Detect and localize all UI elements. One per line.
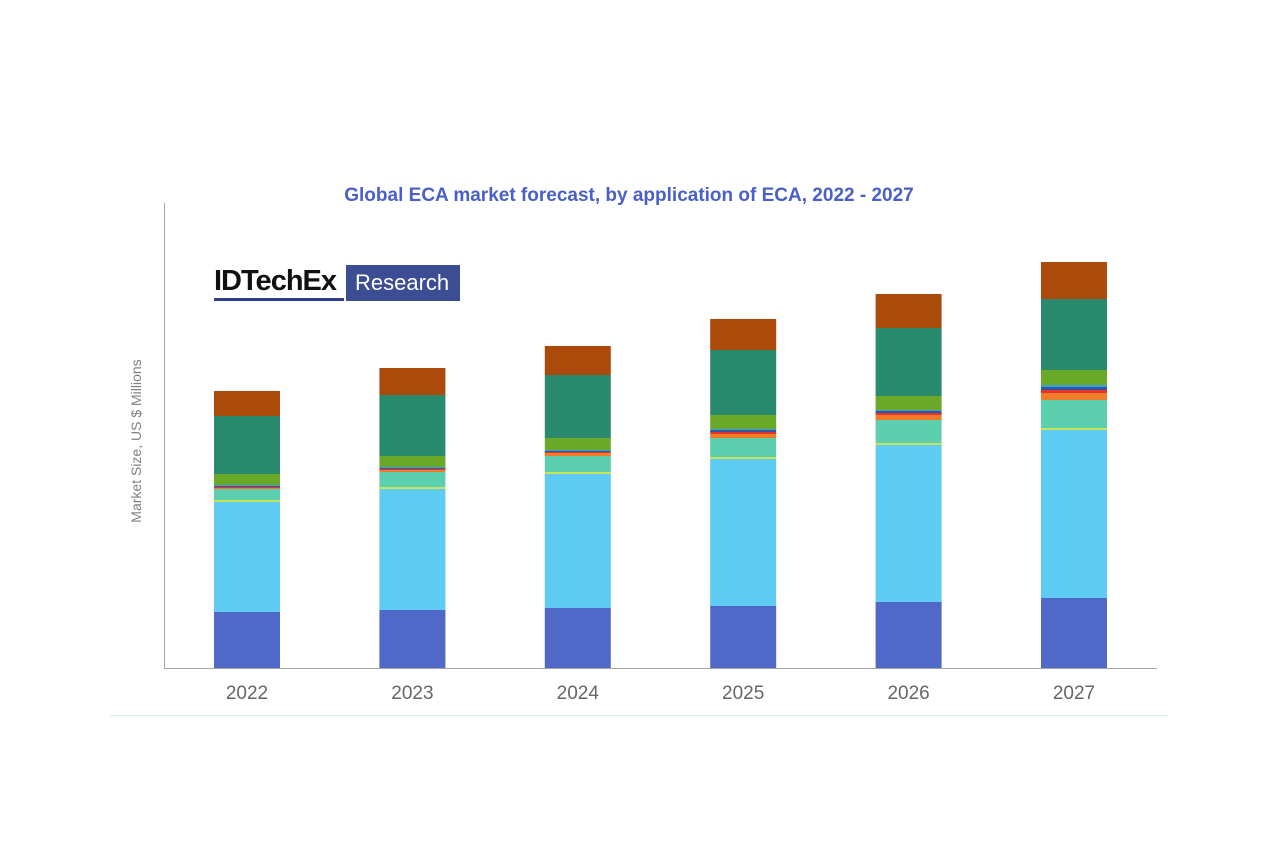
bar-segment-2027-s3: [1041, 428, 1107, 430]
bar-segment-2022-s5: [214, 488, 280, 489]
bar-segment-2024-s3: [544, 472, 611, 474]
bar-segment-2023-s9: [379, 456, 446, 467]
bar-segment-2026-s11: [875, 294, 942, 328]
bar-segment-2027-s11: [1041, 262, 1107, 299]
bar-segment-2022-s11: [214, 391, 280, 416]
bar-segment-2023-s11: [379, 368, 446, 395]
bar-segment-2023-s7: [379, 468, 446, 469]
bar-segment-2022-s7: [214, 486, 280, 487]
x-tick-label-2023: 2023: [391, 683, 433, 704]
bar-segment-2023-s5: [379, 470, 446, 472]
bar-segment-2026-s8: [875, 410, 942, 411]
bar-segment-2026-s10: [875, 328, 942, 396]
bar-segment-2025-s10: [710, 350, 777, 415]
bar-segment-2026-s5: [875, 415, 942, 420]
bar-segment-2027-s2: [1041, 430, 1107, 598]
bar-segment-2027-s7: [1041, 387, 1107, 390]
bar-segment-2024-s5: [544, 453, 611, 456]
bar-segment-2027-s5: [1041, 393, 1107, 400]
bar-segment-2022-s4: [214, 489, 280, 500]
bar-segment-2024-s9: [544, 438, 611, 450]
bar-segment-2026-s9: [875, 396, 942, 410]
bar-segment-2026-s4: [875, 420, 942, 443]
bar-segment-2027-s4: [1041, 400, 1107, 428]
bar-segment-2024-s7: [544, 451, 611, 452]
bar-segment-2025-s2: [710, 459, 777, 606]
bar-segment-2025-s1: [710, 606, 777, 668]
bar-segment-2023-s10: [379, 395, 446, 456]
bar-segment-2027-s10: [1041, 299, 1107, 370]
x-tick-label-2022: 2022: [226, 683, 268, 704]
bar-segment-2025-s3: [710, 457, 777, 459]
bar-segment-2022-s1: [214, 612, 280, 668]
bar-segment-2025-s8: [710, 429, 777, 430]
bar-segment-2026-s6: [875, 413, 942, 415]
x-tick-label-2024: 2024: [557, 683, 600, 704]
bar-segment-2022-s9: [214, 474, 280, 485]
bar-segment-2022-s8: [214, 485, 280, 486]
x-tick-label-2026: 2026: [887, 683, 929, 704]
bar-segment-2025-s7: [710, 430, 777, 432]
bar-segment-2026-s1: [875, 602, 942, 668]
logo-brand: IDTechEx: [214, 265, 345, 301]
idtechex-logo: IDTechEx Research: [214, 265, 461, 301]
bar-segment-2023-s2: [379, 489, 446, 610]
bar-segment-2024-s1: [544, 608, 611, 668]
bar-segment-2027-s6: [1041, 390, 1107, 393]
bar-segment-2022-s10: [214, 416, 280, 474]
bars-layer: [214, 262, 1107, 668]
bar-segment-2025-s6: [710, 432, 777, 434]
logo-suffix: Research: [346, 265, 461, 301]
bar-segment-2026-s2: [875, 445, 942, 602]
bar-segment-2024-s10: [544, 375, 611, 438]
bar-segment-2023-s3: [379, 487, 446, 489]
bar-segment-2025-s9: [710, 415, 777, 429]
bar-segment-2024-s6: [544, 452, 611, 453]
chart-title: Global ECA market forecast, by applicati…: [344, 185, 914, 206]
bar-segment-2022-s6: [214, 487, 280, 488]
bar-segment-2025-s11: [710, 319, 777, 350]
bar-segment-2027-s9: [1041, 370, 1107, 385]
bar-segment-2023-s4: [379, 472, 446, 487]
bar-segment-2025-s5: [710, 434, 777, 438]
bar-segment-2024-s4: [544, 456, 611, 472]
bar-segment-2024-s2: [544, 474, 611, 608]
bar-segment-2027-s1: [1041, 598, 1107, 668]
bar-segment-2023-s8: [379, 467, 446, 468]
x-tick-labels: 2022 2023 2024 2025 2026 2027: [226, 683, 1095, 704]
bar-segment-2023-s6: [379, 469, 446, 470]
bar-segment-2023-s1: [379, 610, 446, 668]
x-tick-label-2025: 2025: [722, 683, 764, 704]
bar-segment-2022-s2: [214, 502, 280, 612]
bar-segment-2026-s7: [875, 411, 942, 413]
bar-segment-2027-s8: [1041, 385, 1107, 387]
bar-segment-2024-s11: [544, 346, 611, 375]
bar-segment-2025-s4: [710, 438, 777, 457]
bar-segment-2024-s8: [544, 450, 611, 451]
bar-segment-2022-s3: [214, 500, 280, 502]
bar-segment-2026-s3: [875, 443, 942, 445]
bottom-divider: [110, 715, 1168, 716]
x-tick-label-2027: 2027: [1053, 683, 1095, 704]
